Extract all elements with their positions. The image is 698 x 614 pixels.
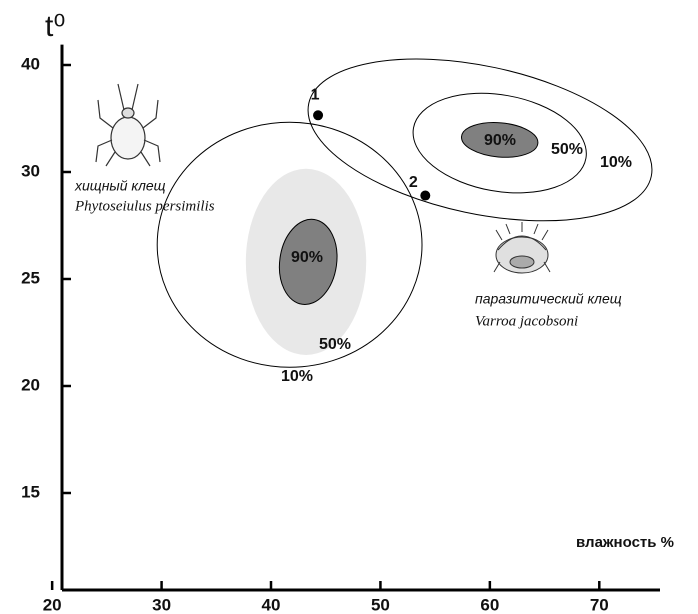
- x-tick-label: 60: [480, 595, 499, 614]
- y-tick-label: 25: [21, 268, 40, 287]
- species-name: хищный клещ: [74, 178, 166, 194]
- y-tick-label: 20: [21, 375, 40, 394]
- x-tick-label: 20: [43, 595, 62, 614]
- zone-label: 50%: [319, 336, 351, 353]
- zone-label: 10%: [600, 154, 632, 171]
- zone-label: 50%: [551, 141, 583, 158]
- zone-label: 10%: [281, 368, 313, 385]
- y-axis-label: t⁰: [45, 10, 65, 43]
- point: [313, 110, 324, 121]
- species-latin: Varroa jacobsoni: [475, 313, 578, 329]
- point-label: 2: [409, 174, 418, 191]
- x-tick-label: 30: [152, 595, 171, 614]
- point: [420, 190, 431, 201]
- zone: [412, 92, 587, 194]
- zone: [307, 58, 653, 222]
- zone: [278, 218, 338, 305]
- y-tick-label: 40: [21, 54, 40, 73]
- varroa-mite-icon: [493, 222, 551, 274]
- y-tick-label: 30: [21, 161, 40, 180]
- x-tick-label: 40: [262, 595, 281, 614]
- zone: [156, 121, 423, 368]
- x-tick-label: 50: [371, 595, 390, 614]
- predator-mite-icon: [95, 83, 161, 167]
- species-name: паразитический клещ: [475, 291, 622, 307]
- point-label: 1: [311, 87, 320, 104]
- x-axis-label: влажность %: [576, 534, 674, 551]
- y-tick-label: 15: [21, 482, 40, 501]
- species-latin: Phytoseiulus persimilis: [74, 198, 215, 214]
- zone-label: 90%: [484, 132, 516, 149]
- zone: [461, 122, 539, 158]
- x-tick-label: 70: [590, 595, 609, 614]
- zone-label: 90%: [291, 249, 323, 266]
